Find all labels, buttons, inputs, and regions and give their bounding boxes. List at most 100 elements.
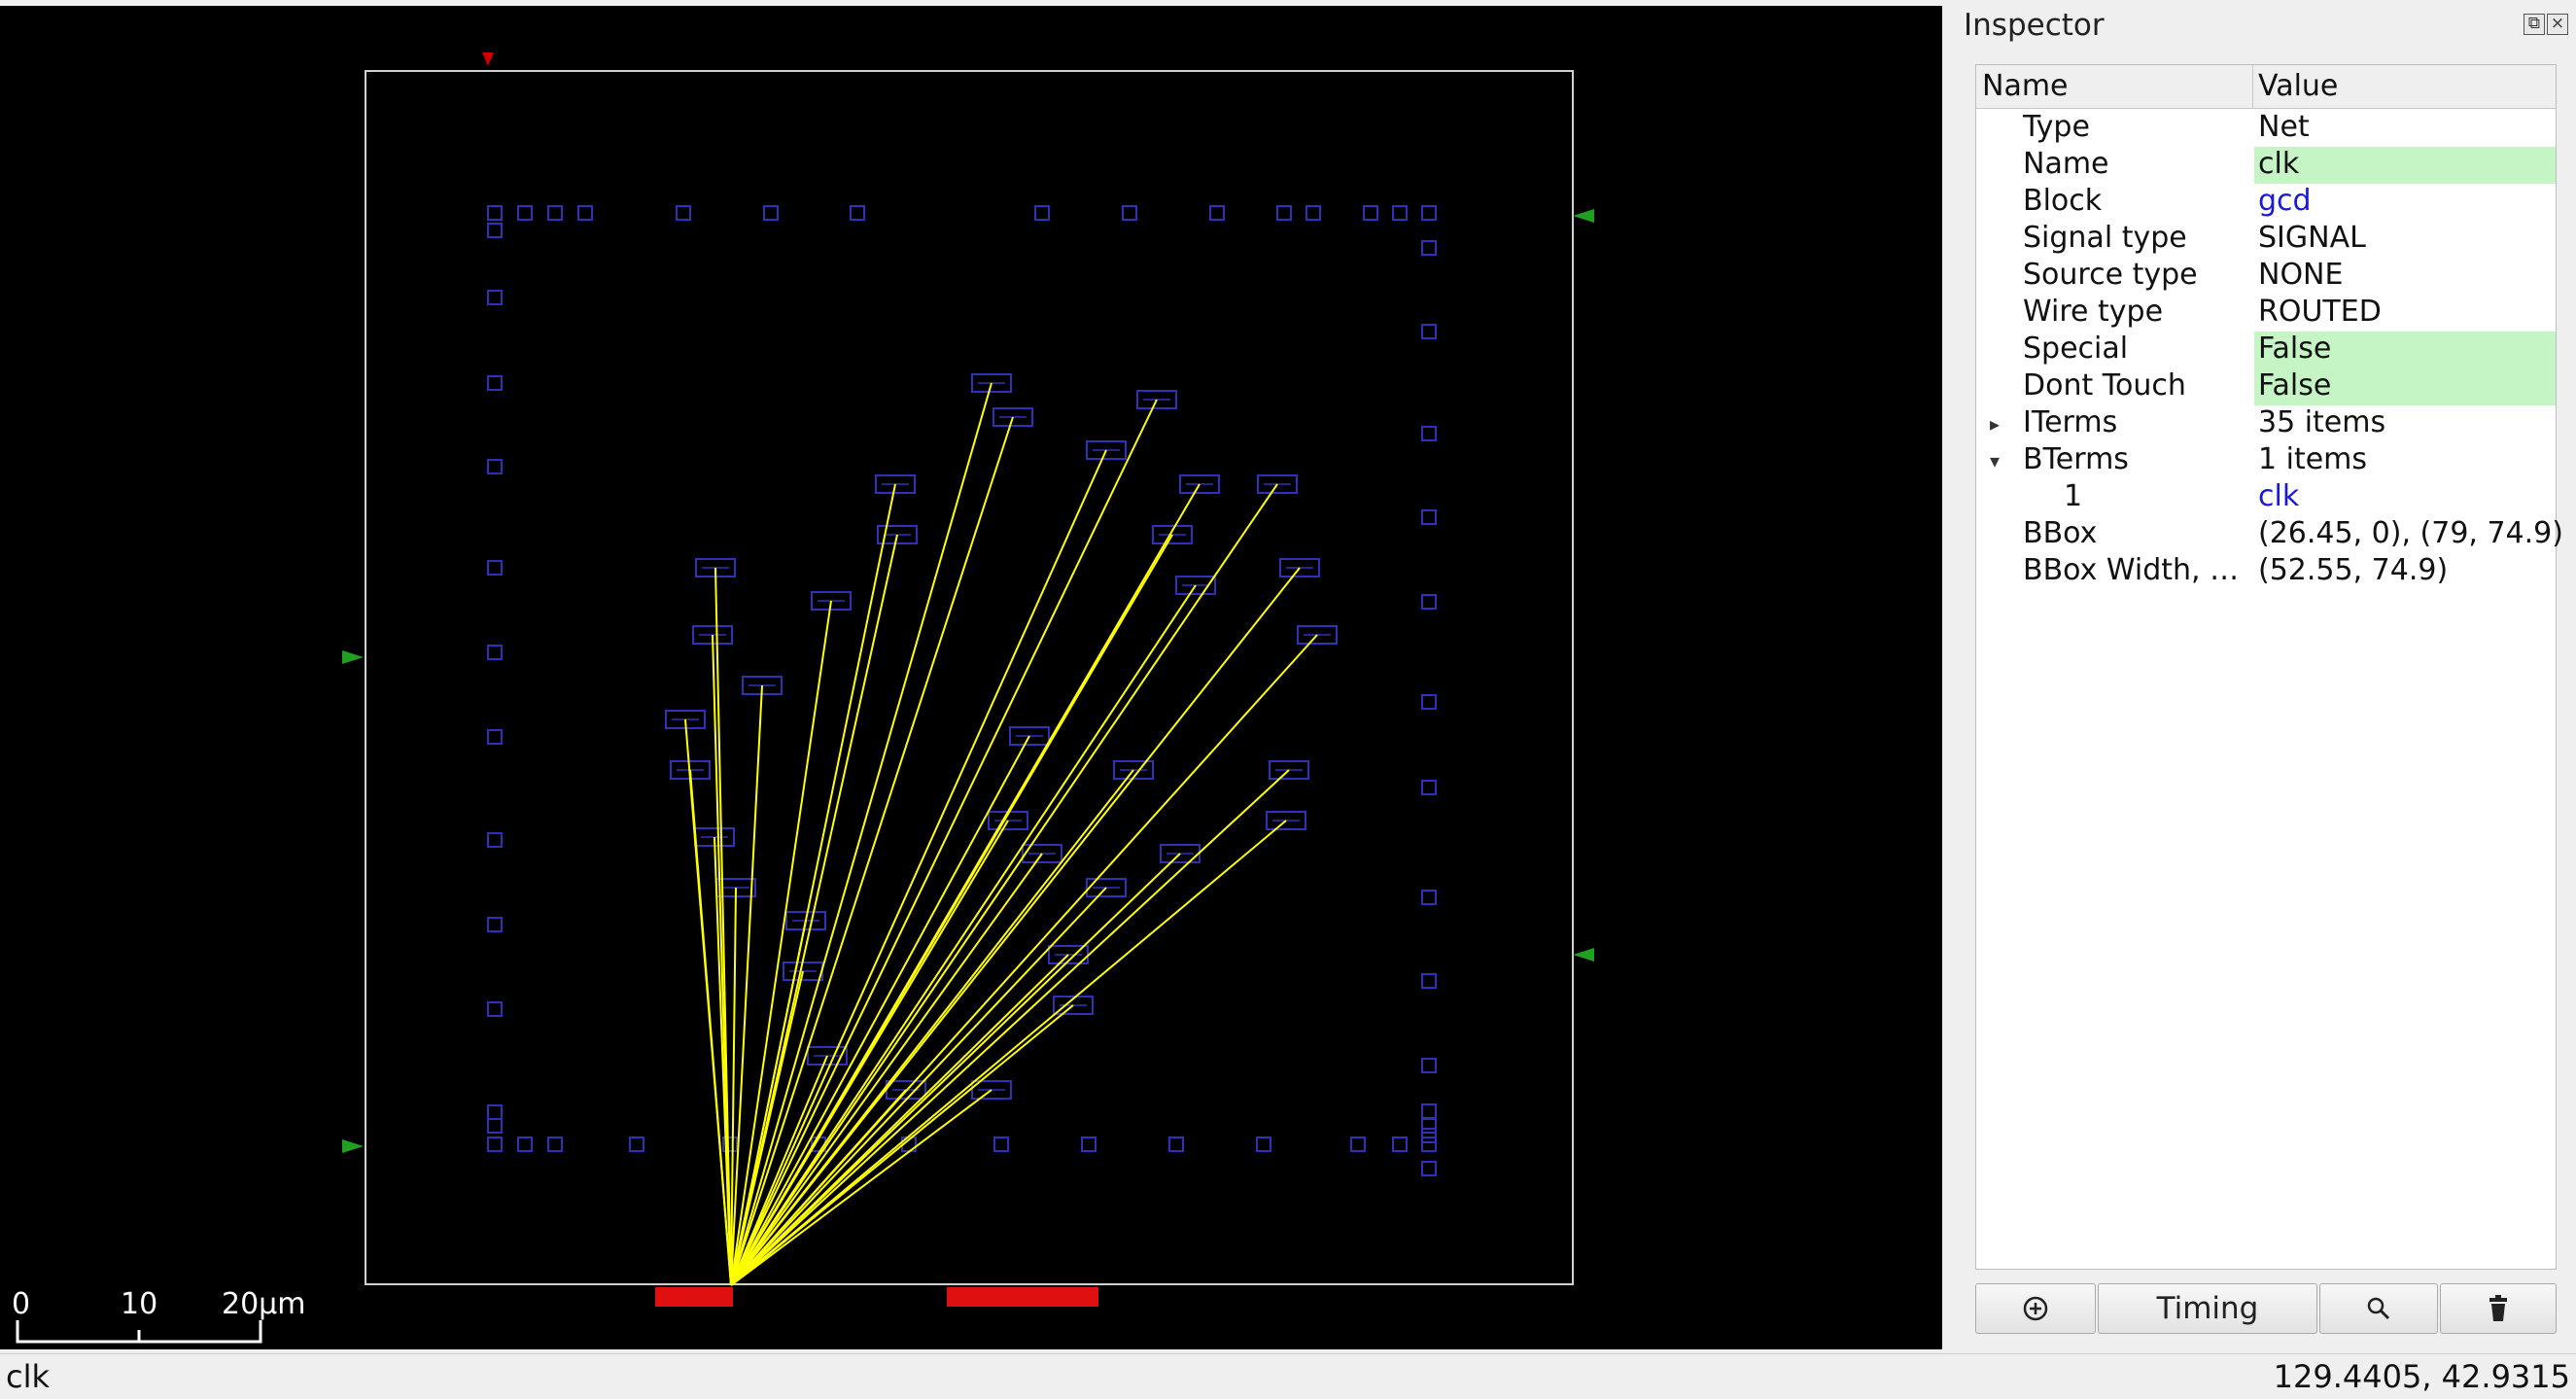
clk-flight-lines: [684, 382, 1318, 1286]
inspector-row[interactable]: Dont Touch False: [1976, 368, 2556, 405]
pad-cell: [1421, 1058, 1437, 1073]
pad-cell: [1421, 594, 1437, 610]
property-name: Special: [2023, 332, 2129, 366]
inspector-tree[interactable]: Name Value Type Net Name clk Block gcd Signal …: [1975, 64, 2563, 1270]
focus-button[interactable]: [1975, 1283, 2096, 1334]
flight-line: [730, 382, 992, 1286]
std-cell: [1009, 726, 1050, 746]
inspector-row[interactable]: Block gcd: [1976, 184, 2556, 221]
flight-line: [730, 769, 1134, 1286]
pad-cell: [1421, 1128, 1437, 1143]
pad-cell: [1421, 890, 1437, 905]
status-bar: clk 129.4405, 42.9315: [0, 1353, 2576, 1399]
property-value[interactable]: False: [2254, 332, 2556, 368]
column-name-header[interactable]: Name: [1982, 69, 2069, 103]
pad-cell: [1122, 205, 1137, 221]
property-name: Source type: [2023, 258, 2198, 292]
inspector-row[interactable]: Name clk: [1976, 147, 2556, 184]
property-name: 1: [2064, 479, 2083, 513]
std-cell: [807, 1046, 848, 1066]
property-value: (26.45, 0), (79, 74.9): [2258, 516, 2563, 550]
magnifier-icon: [2367, 1297, 2390, 1320]
inspector-row[interactable]: Source type NONE: [1976, 258, 2556, 295]
pad-cell: [487, 1137, 503, 1152]
property-name: Name: [2023, 147, 2109, 181]
std-cell: [1269, 760, 1309, 780]
flight-line: [730, 1089, 992, 1286]
status-selection: clk: [6, 1358, 51, 1395]
pad-cell: [487, 1118, 503, 1134]
layout-svg[interactable]: 0 10 20µm: [0, 6, 1942, 1349]
flight-line: [730, 769, 1290, 1286]
inspector-row[interactable]: BBox (26.45, 0), (79, 74.9): [1976, 516, 2563, 553]
pad-cell: [993, 1137, 1009, 1152]
pad-cell: [1305, 205, 1321, 221]
flight-line: [730, 920, 807, 1286]
pad-cell: [763, 205, 779, 221]
inspector-row[interactable]: Special False: [1976, 332, 2556, 368]
io-pin-marker: [1573, 209, 1594, 223]
close-dock-icon[interactable]: ×: [2547, 14, 2568, 35]
std-cell: [1086, 878, 1127, 897]
flight-line: [730, 954, 1069, 1286]
flight-line: [714, 836, 732, 1286]
inspector-row[interactable]: ▸ ITerms 35 items: [1976, 405, 2556, 442]
pad-cell: [547, 1137, 563, 1152]
std-cell: [992, 407, 1033, 427]
io-pins: [342, 52, 1594, 1153]
column-value-header[interactable]: Value: [2258, 69, 2339, 103]
pad-cell: [577, 205, 593, 221]
pad-cell: [1350, 1137, 1366, 1152]
trash-icon: [2489, 1295, 2507, 1321]
pad-cell: [1276, 205, 1292, 221]
flight-line: [730, 970, 804, 1286]
pad-row: [487, 205, 1437, 1176]
pad-cell: [1421, 1137, 1437, 1152]
property-value: 35 items: [2258, 405, 2386, 439]
flight-line: [730, 887, 737, 1286]
flight-line: [730, 416, 1014, 1286]
expand-down-icon[interactable]: ▾: [1990, 449, 2001, 472]
tree-header: Name Value: [1976, 65, 2556, 109]
pad-cell: [487, 1001, 503, 1017]
pad-cell: [1209, 205, 1225, 221]
inspector-row[interactable]: Signal type SIGNAL: [1976, 221, 2556, 258]
property-value[interactable]: gcd: [2258, 184, 2312, 218]
property-name: BBox Width, …: [2023, 553, 2240, 587]
flight-line: [730, 567, 1301, 1286]
pad-cell: [487, 290, 503, 305]
scale-label-0: 0: [12, 1287, 30, 1321]
pad-cell: [1421, 1161, 1437, 1176]
property-value[interactable]: clk: [2254, 147, 2556, 184]
pad-cell: [629, 1137, 644, 1152]
std-cell: [1086, 440, 1127, 460]
scale-label-20um: 20µm: [222, 1287, 305, 1321]
inspector-title: Inspector: [1964, 8, 2105, 43]
pad-cell: [487, 729, 503, 745]
inspector-row[interactable]: BBox Width, … (52.55, 74.9): [1976, 553, 2556, 590]
property-value[interactable]: False: [2254, 368, 2556, 405]
zoom-button[interactable]: [2319, 1283, 2438, 1334]
pad-cell: [722, 1137, 738, 1152]
std-cell: [785, 911, 826, 930]
property-name: Type: [2023, 110, 2090, 144]
float-dock-icon[interactable]: ⧉: [2524, 14, 2545, 35]
flight-line: [730, 735, 1030, 1286]
std-cell: [1053, 996, 1094, 1015]
property-value[interactable]: clk: [2258, 479, 2300, 513]
std-cell: [1022, 844, 1062, 863]
pad-cell: [1421, 1118, 1437, 1134]
pad-cell: [1421, 694, 1437, 710]
flight-line: [730, 584, 1197, 1286]
std-cell: [811, 591, 852, 611]
inspector-row[interactable]: 1 clk: [1976, 479, 2556, 516]
inspector-row[interactable]: ▾ BTerms 1 items: [1976, 442, 2556, 479]
layout-canvas[interactable]: 0 10 20µm: [0, 6, 1942, 1349]
delete-button[interactable]: [2440, 1283, 2557, 1334]
timing-button[interactable]: Timing: [2098, 1283, 2317, 1334]
inspector-row[interactable]: Type Net: [1976, 110, 2556, 147]
expand-right-icon[interactable]: ▸: [1990, 412, 2001, 436]
std-cell: [1175, 576, 1216, 595]
inspector-row[interactable]: Wire type ROUTED: [1976, 295, 2556, 332]
pad-cell: [487, 917, 503, 932]
